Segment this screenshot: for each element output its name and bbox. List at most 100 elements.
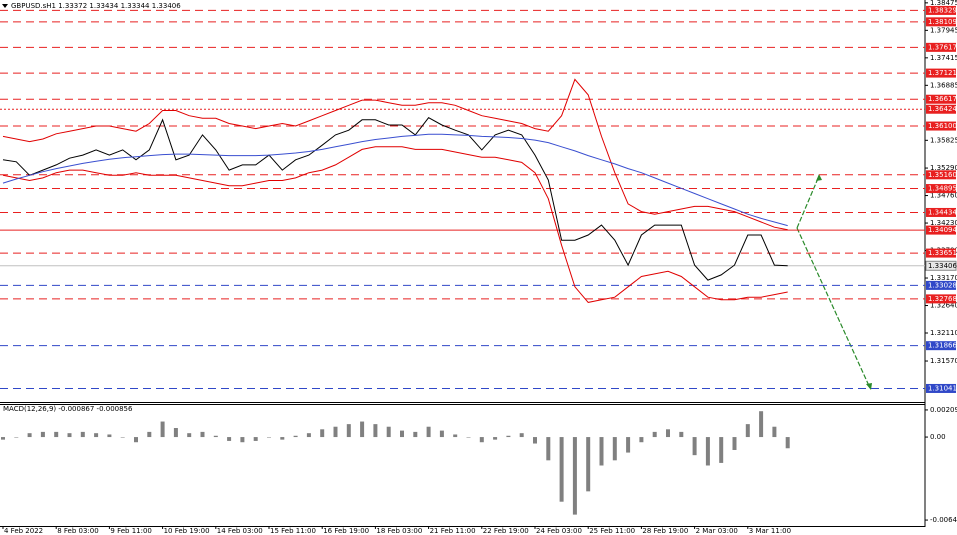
- price-series-line: [2, 117, 788, 281]
- macd-bar: [519, 433, 524, 438]
- x-tick-label: 8 Feb 03:00: [57, 527, 98, 535]
- macd-bar: [506, 435, 511, 438]
- level-label: 1.35160: [928, 171, 957, 179]
- macd-bar: [732, 437, 737, 450]
- macd-bar: [280, 437, 285, 440]
- macd-bar: [439, 430, 444, 438]
- macd-bar: [306, 433, 311, 438]
- macd-bar: [400, 430, 404, 438]
- macd-bar: [293, 435, 298, 438]
- y-tick-label: 1.33170: [930, 274, 957, 282]
- y-tick-label: 1.37415: [930, 54, 957, 62]
- level-label-box: [926, 248, 956, 258]
- level-label-box: [926, 94, 956, 104]
- level-label: 1.33651: [928, 249, 957, 257]
- y-tick-label: 1.35825: [930, 136, 957, 144]
- macd-bar: [173, 428, 178, 438]
- macd-bar: [67, 433, 72, 438]
- macd-bar: [360, 421, 365, 438]
- symbol-menu-icon[interactable]: [2, 4, 8, 8]
- macd-bar: [453, 434, 458, 438]
- level-label: 1.36424: [928, 105, 957, 113]
- macd-bar: [80, 431, 85, 438]
- macd-bar: [386, 426, 391, 438]
- forecast-up-arrow: [796, 175, 820, 229]
- level-label-box: [926, 121, 956, 131]
- macd-bar: [413, 431, 418, 438]
- x-tick-label: 14 Feb 03:00: [217, 527, 263, 535]
- level-label-box: [926, 42, 956, 52]
- macd-bar: [160, 421, 165, 438]
- x-tick-label: 18 Feb 03:00: [376, 527, 422, 535]
- y-tick-label: 1.31570: [930, 357, 957, 365]
- macd-bar: [94, 433, 99, 438]
- x-tick-label: 25 Feb 11:00: [589, 527, 635, 535]
- x-tick-label: 10 Feb 19:00: [164, 527, 210, 535]
- macd-bar: [200, 431, 205, 438]
- current-price-label: 1.33406: [928, 262, 957, 270]
- symbol-header: GBPUSD.sH1 1.33372 1.33434 1.33344 1.334…: [11, 2, 181, 10]
- macd-bar: [479, 437, 484, 443]
- level-label-box: [926, 341, 956, 351]
- level-label-box: [926, 207, 956, 217]
- macd-bar: [745, 424, 750, 438]
- macd-bar: [533, 437, 537, 444]
- macd-bar: [253, 437, 258, 441]
- level-label: 1.37121: [928, 69, 957, 77]
- macd-bar: [213, 435, 218, 438]
- macd-bar: [147, 431, 152, 438]
- level-label: 1.36617: [928, 95, 957, 103]
- y-tick-label: 1.36885: [930, 81, 957, 89]
- current-price-box: [925, 260, 957, 271]
- x-tick-label: 4 Feb 2022: [4, 527, 43, 535]
- macd-bar: [759, 411, 764, 438]
- forecast-down-arrow: [796, 227, 871, 389]
- macd-bar: [719, 437, 724, 463]
- macd-bar: [772, 426, 777, 438]
- y-tick-label: 0.00: [930, 433, 946, 441]
- level-label-box: [926, 294, 956, 304]
- level-label: 1.38109: [928, 18, 957, 26]
- macd-bar: [333, 426, 338, 438]
- y-tick-label: 0.002098: [930, 406, 957, 414]
- level-label: 1.37617: [928, 43, 957, 51]
- y-tick-label: 1.37945: [930, 26, 957, 34]
- price-series-line: [2, 133, 788, 227]
- macd-bar: [705, 437, 710, 466]
- x-tick-label: 24 Feb 03:00: [536, 527, 582, 535]
- macd-bar: [27, 433, 32, 438]
- level-label-box: [926, 225, 956, 235]
- x-tick-label: 22 Feb 19:00: [483, 527, 529, 535]
- macd-bar: [559, 437, 564, 502]
- macd-bar: [187, 433, 192, 438]
- arrow-head: [866, 383, 872, 390]
- macd-bar: [14, 437, 19, 438]
- macd-bar: [599, 437, 604, 466]
- y-tick-label: 1.32640: [930, 302, 957, 310]
- y-tick-label: -0.006421: [930, 516, 957, 524]
- level-label-box: [926, 104, 956, 114]
- macd-bar: [586, 437, 591, 492]
- price-series-line: [2, 78, 788, 231]
- macd-bar: [626, 437, 631, 453]
- level-label: 1.32768: [928, 295, 957, 303]
- level-label-box: [926, 280, 956, 290]
- x-tick-label: 9 Feb 11:00: [110, 527, 151, 535]
- x-tick-label: 28 Feb 19:00: [642, 527, 688, 535]
- level-label-box: [926, 170, 956, 180]
- price-series-line: [2, 146, 788, 303]
- level-label: 1.34895: [928, 185, 957, 193]
- y-tick-label: 1.35290: [930, 164, 957, 172]
- macd-bar: [373, 424, 378, 438]
- macd-bar: [426, 426, 431, 438]
- level-label: 1.36100: [928, 122, 957, 130]
- x-tick-label: 16 Feb 19:00: [323, 527, 369, 535]
- x-tick-label: 15 Feb 11:00: [270, 527, 316, 535]
- macd-bar: [320, 429, 325, 438]
- level-label: 1.31041: [928, 384, 957, 392]
- macd-bar: [1, 437, 5, 440]
- macd-bar: [546, 437, 551, 461]
- macd-bar: [267, 437, 271, 438]
